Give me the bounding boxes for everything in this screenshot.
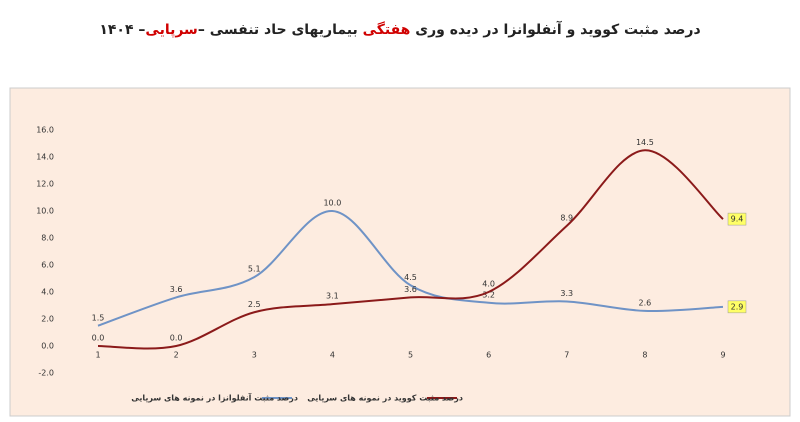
data-label: 9.4 xyxy=(731,215,744,224)
x-tick-label: 4 xyxy=(330,351,335,360)
data-label: 3.1 xyxy=(326,292,339,301)
data-label: 2.5 xyxy=(248,300,261,309)
line xyxy=(97,149,724,350)
y-tick-label: 0.0 xyxy=(41,342,54,351)
label-highlight xyxy=(727,212,747,226)
y-tick-label: 2.0 xyxy=(41,315,54,324)
y-tick-label: 16.0 xyxy=(36,126,54,135)
title-part: درصد مثبت کووید و آنفلوانزا در دیده وری xyxy=(410,22,701,38)
data-label: 1.5 xyxy=(92,313,105,322)
y-tick-label: -2.0 xyxy=(38,369,54,378)
y-tick-label: 14.0 xyxy=(36,153,54,162)
data-label: 5.1 xyxy=(248,265,261,274)
data-label: 10.0 xyxy=(323,199,341,208)
x-tick-label: 2 xyxy=(174,351,179,360)
chart-title: درصد مثبت کووید و آنفلوانزا در دیده وری … xyxy=(0,22,800,38)
x-tick-label: 1 xyxy=(95,351,100,360)
data-label: 3.2 xyxy=(482,290,495,299)
label-highlight xyxy=(727,300,747,314)
x-tick-label: 7 xyxy=(564,351,569,360)
data-label: 14.5 xyxy=(636,138,654,147)
data-label: 4.0 xyxy=(482,280,495,289)
y-tick-label: 10.0 xyxy=(36,207,54,216)
data-label: 2.6 xyxy=(639,298,652,307)
title-part: سرپایی xyxy=(145,22,198,38)
x-tick-label: 3 xyxy=(252,351,257,360)
y-tick-label: 12.0 xyxy=(36,180,54,189)
data-label: 3.3 xyxy=(560,289,573,298)
x-tick-label: 5 xyxy=(408,351,413,360)
y-tick-label: 6.0 xyxy=(41,261,54,270)
y-tick-label: 4.0 xyxy=(41,288,54,297)
data-label: 8.9 xyxy=(560,213,573,222)
data-label: 0.0 xyxy=(92,334,105,343)
chart-area xyxy=(9,87,791,417)
legend-label: درصد مثبت کووید در نمونه های سرپایی xyxy=(307,394,463,403)
data-label: 4.5 xyxy=(404,273,417,282)
title-part: بیماریهای حاد تنفسی – xyxy=(197,22,363,38)
data-label: 3.6 xyxy=(404,285,417,294)
data-label: 2.9 xyxy=(731,302,744,311)
line xyxy=(97,209,724,327)
x-tick-label: 8 xyxy=(642,351,647,360)
y-tick-label: 8.0 xyxy=(41,234,54,243)
title-part: – ۱۴۰۴ xyxy=(99,22,146,38)
x-tick-label: 6 xyxy=(486,351,491,360)
title-part: هفتگی xyxy=(362,22,411,38)
x-tick-label: 9 xyxy=(720,351,725,360)
legend-label: درصد مثبت آنفلوانزا در نمونه های سرپایی xyxy=(131,393,298,403)
data-label: 3.6 xyxy=(170,285,183,294)
data-label: 0.0 xyxy=(170,334,183,343)
